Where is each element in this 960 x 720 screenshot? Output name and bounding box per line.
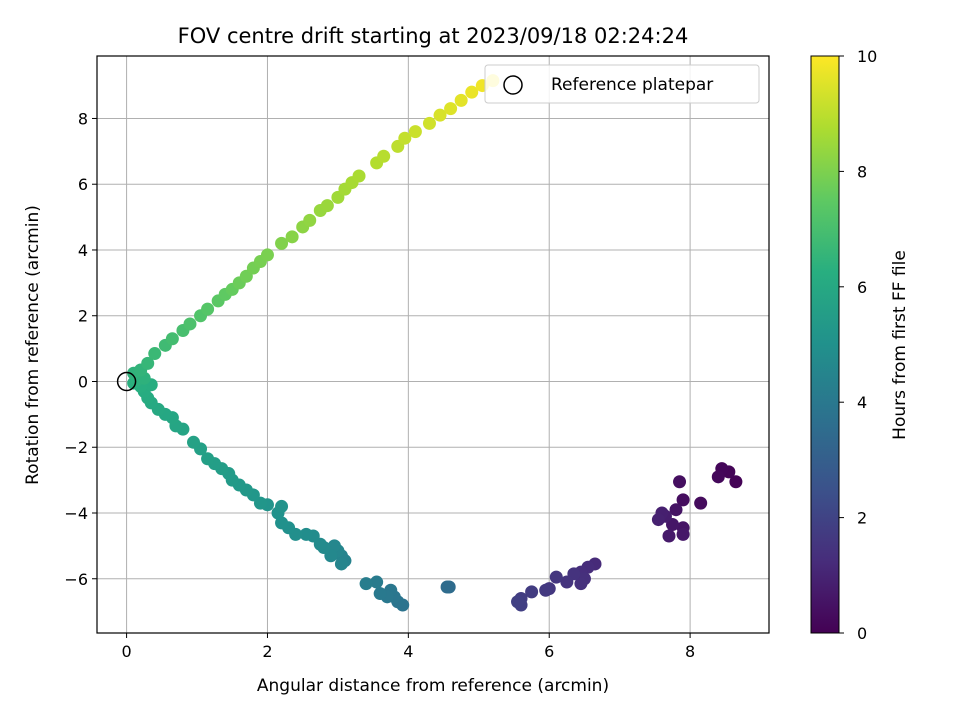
data-point bbox=[275, 499, 289, 513]
data-point bbox=[303, 213, 317, 227]
plot-frame bbox=[96, 55, 770, 634]
data-point bbox=[148, 347, 162, 361]
y-tick-label: 0 bbox=[78, 372, 88, 391]
data-point bbox=[141, 356, 155, 370]
data-point bbox=[165, 332, 179, 346]
x-tick-label: 0 bbox=[121, 642, 131, 661]
colorbar-tick-label: 2 bbox=[857, 509, 867, 528]
colorbar-tick-label: 4 bbox=[857, 393, 867, 412]
data-point bbox=[711, 470, 725, 484]
x-tick-label: 2 bbox=[262, 642, 272, 661]
colorbar-ticks: 0 2 4 6 8 10 bbox=[839, 47, 877, 643]
data-point bbox=[694, 496, 708, 510]
data-point bbox=[662, 529, 676, 543]
data-point bbox=[511, 595, 525, 609]
y-tick-label: −6 bbox=[64, 570, 88, 589]
legend-box bbox=[484, 64, 760, 104]
y-tick-label: −4 bbox=[64, 504, 88, 523]
data-point bbox=[275, 236, 289, 250]
data-point bbox=[370, 575, 384, 589]
colorbar-tick-label: 10 bbox=[857, 47, 877, 66]
x-tick-label: 8 bbox=[685, 642, 695, 661]
data-point bbox=[201, 302, 215, 316]
data-point bbox=[444, 102, 458, 116]
data-point bbox=[454, 93, 468, 107]
reference-platepar-marker bbox=[116, 371, 137, 392]
colorbar-tick-label: 0 bbox=[857, 624, 867, 643]
data-point bbox=[560, 575, 574, 589]
colorbar-tick-label: 8 bbox=[857, 162, 867, 181]
data-point bbox=[260, 248, 274, 262]
data-point bbox=[422, 116, 436, 130]
x-tick-label: 6 bbox=[544, 642, 554, 661]
y-axis-ticks: −6 −4 −2 0 2 4 6 8 bbox=[64, 109, 97, 589]
data-point bbox=[320, 199, 334, 213]
x-axis-label: Angular distance from reference (arcmin) bbox=[257, 676, 609, 696]
data-point bbox=[433, 108, 447, 122]
data-point bbox=[373, 587, 387, 601]
data-point bbox=[352, 169, 366, 183]
data-point bbox=[465, 85, 479, 99]
data-point bbox=[377, 149, 391, 163]
y-tick-label: 4 bbox=[78, 241, 88, 260]
data-point bbox=[673, 475, 687, 489]
x-axis-ticks: 0 2 4 6 8 bbox=[121, 633, 695, 661]
data-point bbox=[359, 577, 373, 591]
data-point bbox=[676, 493, 690, 507]
data-point bbox=[669, 503, 683, 517]
data-point bbox=[440, 580, 454, 594]
data-point bbox=[275, 516, 289, 530]
legend-label-reference: Reference platepar bbox=[551, 75, 713, 95]
scatter-points bbox=[127, 74, 743, 612]
data-point bbox=[327, 539, 341, 553]
data-point bbox=[285, 230, 299, 244]
data-point bbox=[651, 513, 665, 527]
data-point bbox=[408, 125, 422, 139]
data-point bbox=[187, 435, 201, 449]
data-point bbox=[574, 577, 588, 591]
y-tick-label: 2 bbox=[78, 307, 88, 326]
colorbar-tick-label: 6 bbox=[857, 278, 867, 297]
colorbar-gradient bbox=[810, 55, 840, 634]
y-tick-label: 6 bbox=[78, 175, 88, 194]
data-point bbox=[539, 583, 553, 597]
y-tick-label: 8 bbox=[78, 109, 88, 128]
chart-title: FOV centre drift starting at 2023/09/18 … bbox=[178, 24, 689, 48]
y-axis-label: Rotation from reference (arcmin) bbox=[23, 205, 43, 485]
data-point bbox=[334, 557, 348, 571]
data-point bbox=[729, 475, 743, 489]
data-point bbox=[201, 452, 215, 466]
data-point bbox=[299, 527, 313, 541]
data-point bbox=[525, 585, 539, 599]
data-point bbox=[676, 527, 690, 541]
data-point bbox=[398, 131, 412, 145]
legend: Reference platepar bbox=[484, 64, 760, 104]
grid bbox=[97, 56, 769, 633]
data-point bbox=[549, 570, 563, 584]
y-tick-label: −2 bbox=[64, 438, 88, 457]
x-tick-label: 4 bbox=[403, 642, 413, 661]
legend-marker bbox=[503, 75, 523, 95]
colorbar-label: Hours from first FF file bbox=[890, 250, 910, 440]
colorbar: 0 2 4 6 8 10 Hours from first FF file bbox=[810, 47, 910, 643]
data-point bbox=[183, 317, 197, 331]
